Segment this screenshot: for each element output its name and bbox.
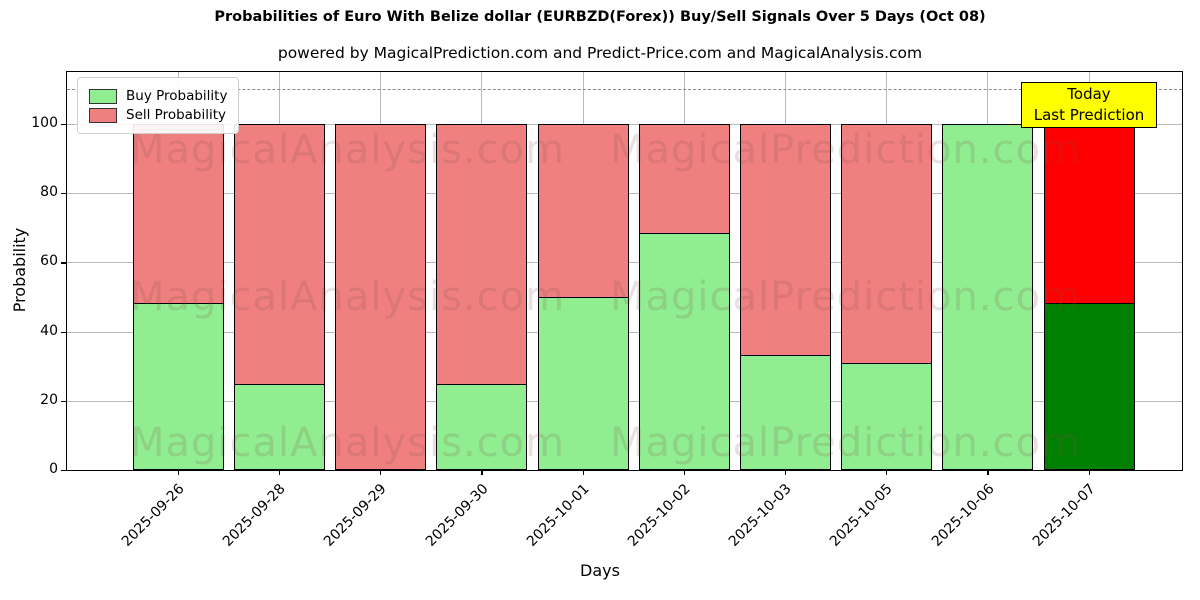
x-tick-label: 2025-09-29	[321, 481, 391, 550]
legend-item-buy: Buy Probability	[89, 88, 227, 104]
bar-segment-sell-2025-10-02	[638, 123, 730, 235]
bar-segment-buy-2025-10-07	[1043, 302, 1135, 470]
chart-legend: Buy Probability Sell Probability	[77, 77, 240, 134]
today-annotation-line1: Today	[1067, 85, 1111, 103]
x-tick-label: 2025-10-06	[928, 481, 998, 550]
bar-segment-buy-2025-10-01	[537, 296, 629, 470]
watermark-magicalprediction: MagicalPrediction.com	[610, 274, 1081, 320]
bar-segment-sell-2025-09-28	[234, 123, 325, 385]
bar-segment-sell-2025-10-07	[1043, 123, 1135, 304]
buy-swatch-icon	[89, 88, 117, 104]
x-tick-label: 2025-10-05	[827, 481, 897, 550]
y-tick-mark	[61, 123, 66, 126]
x-tick-mark	[987, 470, 989, 475]
y-tick-mark	[61, 331, 66, 333]
x-tick-label: 2025-09-28	[219, 481, 289, 550]
y-tick-mark	[61, 400, 66, 402]
watermark-magicalprediction: MagicalPrediction.com	[610, 420, 1081, 466]
x-axis-label: Days	[580, 561, 620, 580]
bar-segment-sell-2025-09-29	[335, 123, 427, 470]
legend-label-buy: Buy Probability	[126, 88, 228, 104]
y-tick-label: 20	[40, 391, 58, 408]
bar-segment-buy-2025-10-06	[942, 123, 1034, 470]
y-tick-mark	[61, 193, 66, 195]
x-tick-mark	[1088, 470, 1090, 475]
bar-segment-sell-2025-10-01	[537, 123, 629, 299]
sell-swatch-icon	[89, 107, 117, 123]
y-tick-label: 100	[31, 114, 58, 131]
y-tick-mark	[61, 262, 66, 264]
chart-title: Probabilities of Euro With Belize dollar…	[214, 9, 986, 25]
bar-segment-sell-2025-09-30	[436, 123, 528, 385]
x-tick-mark	[279, 470, 281, 475]
legend-item-sell: Sell Probability	[89, 107, 227, 123]
today-annotation-line2: Last Prediction	[1033, 106, 1145, 124]
x-tick-mark	[886, 470, 888, 475]
watermark-magicalprediction: MagicalPrediction.com	[610, 127, 1081, 173]
bar-segment-buy-2025-09-30	[436, 383, 528, 470]
x-tick-mark	[582, 470, 584, 475]
watermark-magicalanalysis: MagicalAnalysis.com	[130, 420, 566, 466]
bar-segment-sell-2025-09-26	[132, 123, 224, 304]
y-tick-label: 40	[40, 322, 58, 339]
watermark-magicalanalysis: MagicalAnalysis.com	[130, 274, 566, 320]
bar-segment-buy-2025-10-05	[841, 362, 933, 470]
x-tick-mark	[177, 470, 179, 475]
bar-segment-buy-2025-10-03	[740, 354, 831, 470]
x-tick-label: 2025-10-01	[523, 481, 593, 550]
x-tick-label: 2025-10-03	[725, 481, 795, 550]
bar-segment-sell-2025-10-03	[740, 123, 831, 356]
legend-label-sell: Sell Probability	[126, 107, 227, 123]
x-tick-mark	[785, 470, 787, 475]
x-tick-label: 2025-10-07	[1029, 481, 1099, 550]
x-tick-label: 2025-09-26	[118, 481, 188, 550]
plot-area: Buy Probability Sell Probability Today L…	[66, 71, 1183, 471]
threshold-dashed-line	[67, 89, 1182, 91]
y-tick-label: 0	[49, 461, 58, 477]
y-tick-label: 80	[40, 184, 58, 201]
today-annotation: Today Last Prediction	[1021, 82, 1157, 128]
y-tick-mark	[61, 470, 66, 472]
x-tick-label: 2025-09-30	[422, 481, 492, 550]
x-tick-mark	[683, 470, 685, 475]
x-tick-mark	[481, 470, 483, 475]
bar-segment-sell-2025-10-05	[841, 123, 933, 365]
x-tick-mark	[380, 470, 382, 475]
y-tick-label: 60	[40, 253, 58, 270]
chart-subtitle: powered by MagicalPrediction.com and Pre…	[277, 44, 923, 62]
watermark-magicalanalysis: MagicalAnalysis.com	[130, 127, 566, 173]
x-tick-label: 2025-10-02	[624, 481, 694, 550]
bar-segment-buy-2025-09-26	[132, 302, 224, 470]
